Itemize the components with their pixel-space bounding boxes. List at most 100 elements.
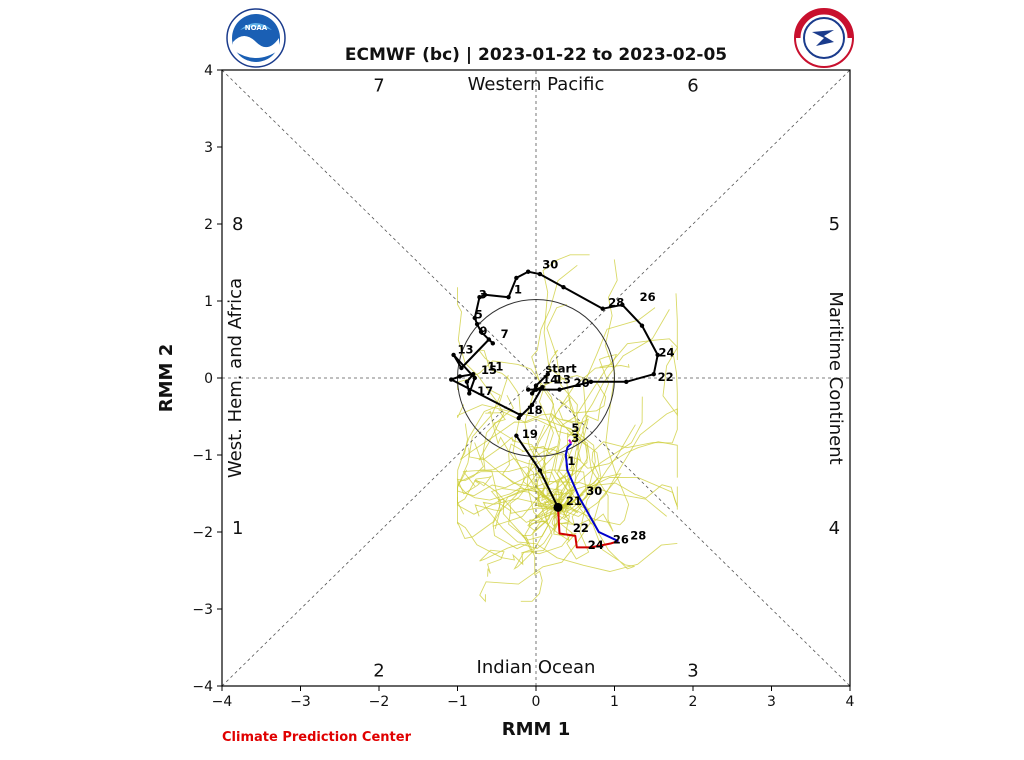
forecast-segment-3 bbox=[568, 439, 573, 445]
observed-day-label: 20 bbox=[574, 376, 590, 390]
ensemble-members bbox=[456, 254, 678, 603]
observed-day-label: 24 bbox=[658, 345, 674, 359]
region-top-label: Western Pacific bbox=[468, 74, 605, 95]
observed-trajectory-point bbox=[474, 321, 480, 327]
forecast-day-label: 24 bbox=[588, 538, 604, 552]
observed-day-label: 22 bbox=[658, 370, 674, 384]
phase-number-5: 5 bbox=[829, 214, 840, 235]
observed-trajectory-point bbox=[624, 379, 629, 385]
y-tick-label: −2 bbox=[192, 525, 213, 541]
observed-trajectory-point bbox=[588, 379, 594, 385]
ensemble-member-line bbox=[557, 259, 630, 526]
observed-trajectory-point bbox=[471, 371, 476, 377]
x-axis-ticks: −4 −3 −2 −1 0 1 2 3 4 bbox=[212, 686, 855, 710]
observed-day-label: 13 bbox=[458, 342, 474, 356]
ensemble-member-line bbox=[474, 498, 573, 555]
region-right-label: Maritime Continent bbox=[825, 291, 846, 464]
ensemble-member-line bbox=[561, 293, 678, 518]
region-bottom-label: Indian Ocean bbox=[477, 657, 596, 678]
x-tick-label: −3 bbox=[290, 694, 311, 710]
ensemble-member-line bbox=[485, 410, 558, 508]
climate-prediction-center-credit: Climate Prediction Center bbox=[222, 730, 412, 745]
observed-trajectory-point bbox=[525, 387, 531, 392]
ensemble-member-line bbox=[477, 349, 556, 513]
y-tick-label: 0 bbox=[204, 371, 213, 387]
forecast-segment-2 bbox=[564, 442, 619, 543]
observed-trajectory-point bbox=[620, 302, 625, 308]
observed-day-label: 28 bbox=[608, 295, 624, 309]
phase-number-7: 7 bbox=[373, 75, 384, 96]
x-tick-label: −1 bbox=[447, 694, 468, 710]
ensemble-member-line bbox=[558, 473, 635, 570]
forecast-day-label: 30 bbox=[586, 484, 602, 498]
observed-day-label: 7 bbox=[501, 327, 509, 341]
observed-trajectory-point bbox=[478, 329, 484, 334]
observed-trajectory-point bbox=[518, 412, 523, 418]
ensemble-member-line bbox=[457, 287, 553, 504]
y-tick-label: 4 bbox=[204, 63, 213, 79]
observed-trajectory-point bbox=[467, 391, 472, 396]
x-tick-label: 0 bbox=[532, 694, 541, 710]
svg-text:NOAA: NOAA bbox=[245, 24, 268, 32]
x-tick-label: 4 bbox=[846, 694, 855, 710]
observed-trajectory-point bbox=[482, 292, 488, 298]
diagonal-guide bbox=[221, 69, 851, 687]
noaa-logo: NOAA bbox=[226, 8, 286, 68]
observed-trajectory-point bbox=[529, 402, 535, 408]
phase-number-8: 8 bbox=[232, 214, 243, 235]
x-axis-label: RMM 1 bbox=[502, 719, 570, 740]
region-left-label: West. Hem. and Africa bbox=[225, 278, 246, 478]
observed-trajectory-point bbox=[639, 323, 645, 328]
ensemble-member-line bbox=[479, 509, 558, 577]
observed-day-label: 17 bbox=[477, 384, 493, 398]
observed-trajectory-point bbox=[655, 352, 660, 358]
phase-number-4: 4 bbox=[829, 518, 840, 539]
observed-day-label: 9 bbox=[479, 324, 487, 338]
phase-number-6: 6 bbox=[687, 75, 698, 96]
y-tick-label: −1 bbox=[192, 448, 213, 464]
y-axis-label: RMM 2 bbox=[156, 344, 177, 412]
ensemble-member-line bbox=[457, 469, 557, 566]
observed-trajectory-point bbox=[533, 383, 539, 388]
observed-day-label: 11 bbox=[487, 359, 503, 373]
ensemble-member-line bbox=[460, 418, 576, 512]
x-tick-label: −4 bbox=[212, 694, 233, 710]
ensemble-member-line bbox=[457, 502, 565, 541]
observed-trajectory-point bbox=[472, 375, 477, 381]
ensemble-member-line bbox=[549, 349, 589, 508]
observed-day-label: 14 bbox=[542, 372, 558, 386]
observed-trajectory-point bbox=[506, 294, 511, 300]
y-tick-label: 3 bbox=[204, 140, 213, 156]
observed-trajectory-point bbox=[477, 294, 482, 300]
observed-trajectory-point bbox=[514, 275, 519, 281]
rmm-trajectories bbox=[449, 269, 660, 549]
chart-title: ECMWF (bc) | 2023-01-22 to 2023-02-05 bbox=[345, 45, 727, 65]
forecast-day-label: 26 bbox=[613, 533, 629, 547]
ensemble-member-line bbox=[456, 442, 562, 523]
observed-trajectory-point bbox=[486, 337, 492, 342]
y-tick-label: 2 bbox=[204, 217, 213, 233]
observed-trajectory-point bbox=[545, 371, 550, 377]
y-tick-label: −4 bbox=[192, 679, 213, 695]
observed-trajectory-point bbox=[540, 385, 545, 390]
ensemble-member-line bbox=[468, 436, 588, 506]
forecast-segment-1 bbox=[557, 507, 619, 549]
ensemble-member-line bbox=[554, 345, 678, 504]
ensemble-member-line bbox=[457, 360, 579, 507]
y-tick-label: 1 bbox=[204, 294, 213, 310]
observed-trajectory-point bbox=[557, 387, 562, 392]
observed-trajectory-point bbox=[472, 315, 477, 321]
observed-trajectory-point bbox=[525, 269, 531, 274]
phase-number-1: 1 bbox=[232, 518, 243, 539]
start-label: start bbox=[545, 362, 577, 376]
observed-trajectory-point bbox=[651, 371, 656, 377]
forecast-start-marker bbox=[553, 502, 563, 512]
ensemble-member-line bbox=[552, 307, 656, 506]
x-tick-label: −2 bbox=[369, 694, 390, 710]
observed-trajectory-point bbox=[533, 387, 539, 392]
observed-trajectory-point bbox=[561, 284, 566, 290]
x-tick-label: 1 bbox=[610, 694, 619, 710]
